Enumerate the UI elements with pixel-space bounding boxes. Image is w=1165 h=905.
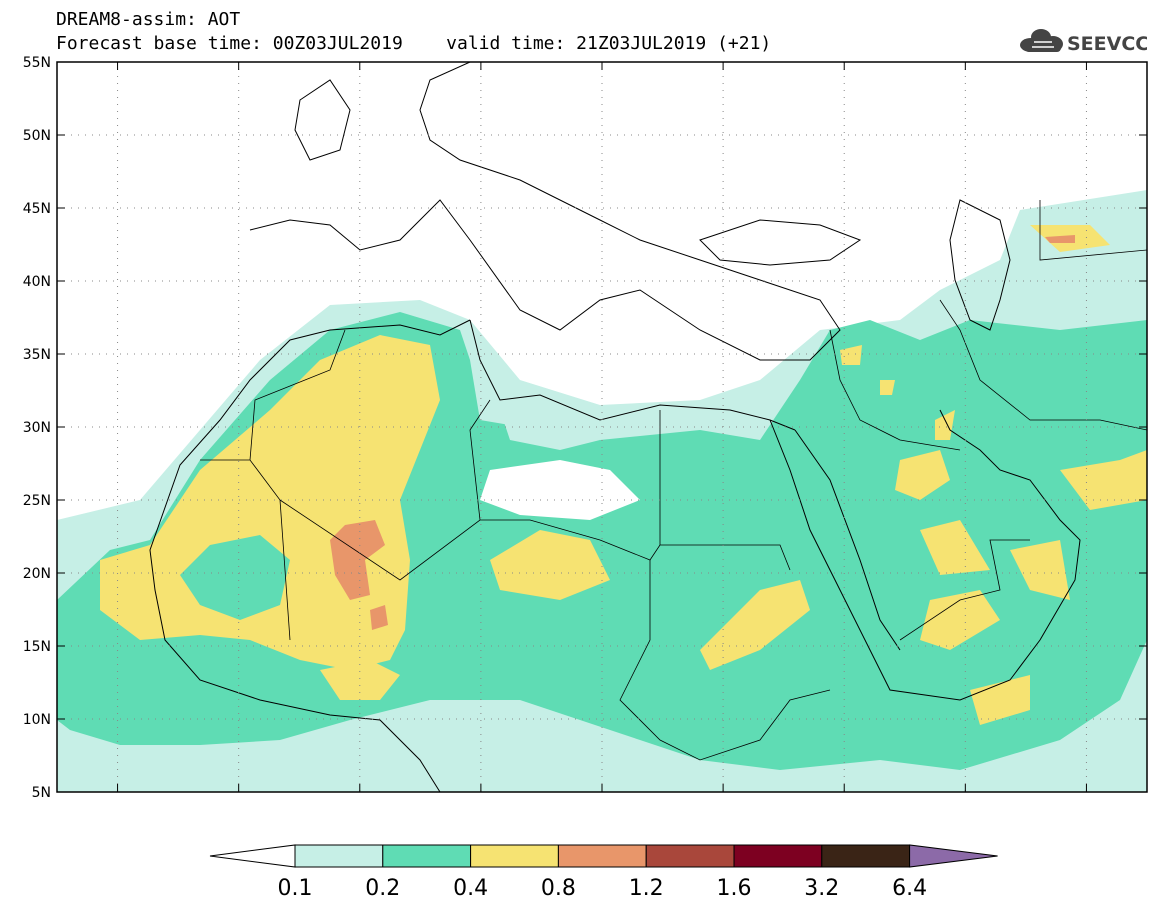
- colorbar-box: [645, 844, 735, 868]
- aot-contour-0.4-sudan: [700, 580, 810, 670]
- colorbar-level-label: 0.1: [278, 876, 313, 901]
- colorbar-level-label: 1.2: [629, 876, 664, 901]
- aot-contour-0.8-niger: [370, 605, 388, 630]
- colorbar-level-label: 3.2: [804, 876, 839, 901]
- cloud-icon: [1020, 29, 1063, 52]
- aot-contour-0.8-mali: [330, 520, 385, 600]
- aot-contour-0.4-chad: [490, 530, 610, 600]
- lat-tick-label: 5N: [32, 785, 51, 800]
- coastlines: [149, 62, 1081, 792]
- aot-contour-0.4-iran: [1030, 225, 1147, 510]
- border-arabia: [829, 329, 1030, 641]
- colorbar-level-label: 1.6: [717, 876, 752, 901]
- coastline-uk: [294, 79, 351, 161]
- coastline-med-south: [469, 319, 796, 431]
- map-frame: [56, 61, 1148, 793]
- aot-contour-0.4-sahel: [320, 660, 400, 700]
- borders: [200, 200, 1147, 761]
- lat-tick-label: 15N: [23, 639, 51, 655]
- colorbar-box: [557, 844, 647, 868]
- colorbar-boxes: [209, 844, 998, 868]
- aot-map: 20W10W010E20E30E40E50E60E5N10N15N20N25N3…: [23, 55, 1148, 800]
- map-title: DREAM8-assim: AOT: [56, 9, 241, 30]
- aot-contour-0.4-iraq: [840, 345, 955, 440]
- grid-lines: [57, 61, 1147, 793]
- colorbar-overflow-triangle: [909, 844, 998, 868]
- colorbar-level-label: 0.2: [365, 876, 400, 901]
- lat-tick-label: 40N: [23, 274, 51, 290]
- aot-gap-mauritania: [180, 535, 290, 620]
- colorbar-box: [294, 844, 384, 868]
- colorbar-box: [821, 844, 911, 868]
- aot-contour-0.8-caspian: [1045, 235, 1075, 243]
- base-time-label: Forecast base time: 00Z03JUL2019: [56, 33, 403, 54]
- aot-contour-0.4-arabia: [895, 450, 1070, 725]
- seevccc-logo: SEEVCCC: [1017, 26, 1163, 56]
- border-sahara: [200, 329, 661, 641]
- colorbar-box: [470, 844, 559, 868]
- coastline-africa: [149, 319, 471, 792]
- time-info: Forecast base time: 00Z03JUL2019 valid t…: [56, 34, 771, 54]
- lat-tick-label: 55N: [23, 55, 51, 71]
- colorbar-labels: 0.1 0.2 0.4 0.8 1.2 1.6 3.2 6.4: [278, 876, 928, 901]
- lat-tick-label: 35N: [23, 347, 51, 363]
- colorbar-box: [733, 844, 823, 868]
- coastline-europe: [249, 62, 841, 361]
- colorbar-level-label: 0.4: [453, 876, 488, 901]
- aot-gap-libya: [500, 410, 600, 450]
- border-east-africa: [619, 544, 831, 761]
- lat-tick-label: 45N: [23, 201, 51, 217]
- lat-tick-label: 50N: [23, 128, 51, 144]
- lat-tick-label: 25N: [23, 493, 51, 509]
- coastline-black-sea: [699, 219, 862, 266]
- coastline-caspian: [949, 199, 1011, 331]
- colorbar-box: [382, 844, 472, 868]
- aot-gap-north-africa: [480, 460, 640, 520]
- valid-time-label: valid time: 21Z03JUL2019 (+21): [446, 33, 772, 54]
- lat-tick-label: 20N: [23, 566, 51, 582]
- logo-text: SEEVCCC: [1067, 33, 1147, 55]
- lat-tick-label: 30N: [23, 420, 51, 436]
- border-iran: [939, 200, 1147, 431]
- colorbar-level-label: 0.8: [541, 876, 576, 901]
- aot-field: [57, 190, 1147, 792]
- colorbar-underflow-triangle: [209, 844, 296, 868]
- coastline-red-sea: [769, 409, 1081, 701]
- lat-tick-label: 10N: [23, 712, 51, 728]
- colorbar-level-label: 6.4: [892, 876, 927, 901]
